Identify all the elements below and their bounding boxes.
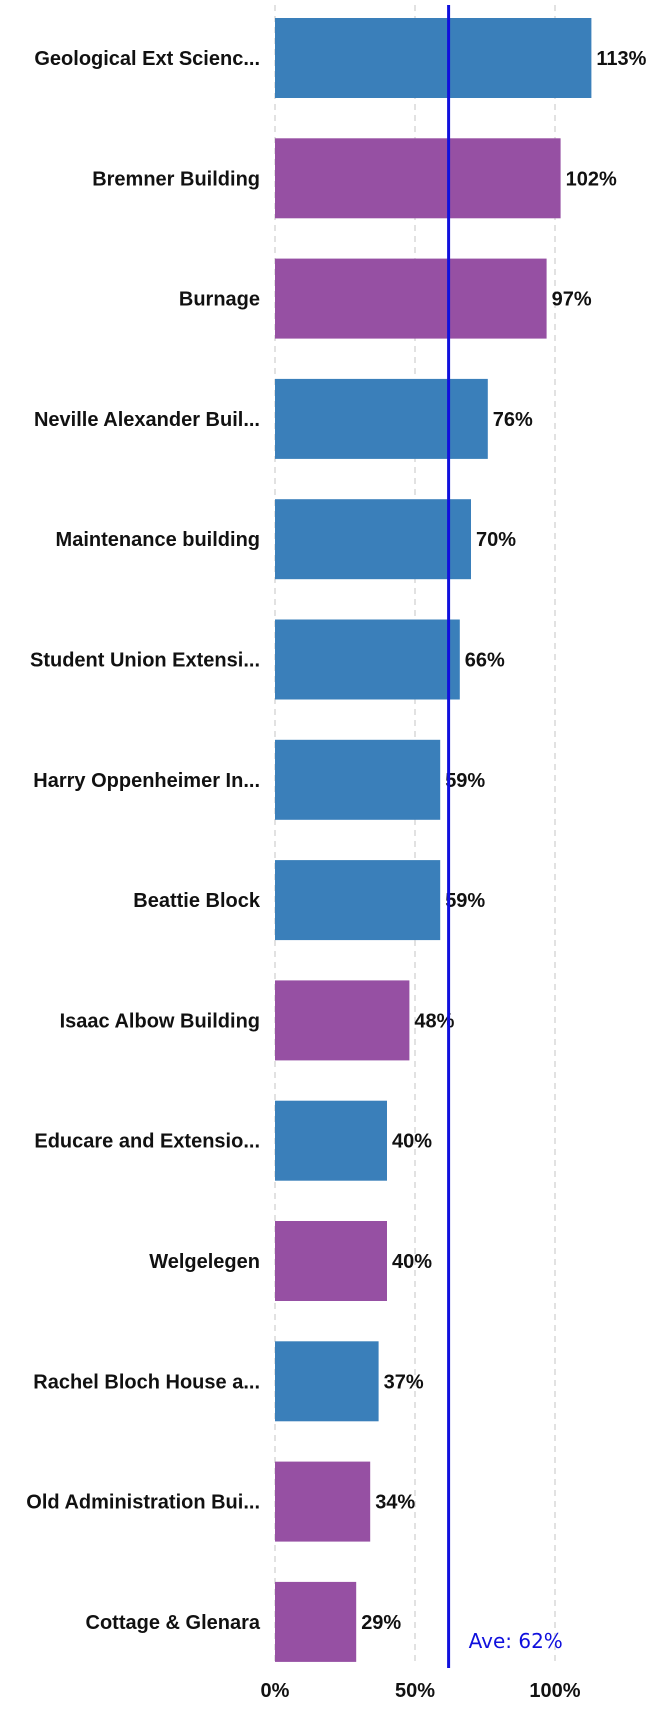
category-label: Beattie Block bbox=[133, 890, 261, 912]
bar bbox=[275, 378, 488, 459]
category-label: Burnage bbox=[179, 289, 260, 311]
value-label: 70% bbox=[476, 529, 516, 551]
x-axis-ticks: 0% 50% 100% bbox=[261, 1680, 581, 1702]
category-label: Student Union Extensi... bbox=[30, 650, 260, 672]
bar bbox=[275, 860, 441, 941]
value-label: 59% bbox=[445, 770, 485, 792]
category-labels: Geological Ext Scienc... Bremner Building… bbox=[26, 48, 261, 1634]
bar bbox=[275, 258, 547, 339]
value-label: 59% bbox=[445, 890, 485, 912]
category-label: Bremner Building bbox=[92, 168, 260, 190]
category-label: Educare and Extensio... bbox=[34, 1131, 260, 1153]
bar bbox=[275, 1341, 379, 1422]
bar bbox=[275, 1581, 357, 1662]
average-label: Ave: 62% bbox=[469, 1629, 563, 1653]
value-label: 29% bbox=[361, 1612, 401, 1634]
bar bbox=[275, 1221, 387, 1301]
category-label: Welgelegen bbox=[149, 1251, 260, 1273]
category-label: Neville Alexander Buil... bbox=[34, 409, 260, 431]
average-marker: Ave: 62% bbox=[447, 5, 563, 1668]
bar bbox=[275, 739, 441, 820]
x-tick-label: 100% bbox=[529, 1680, 580, 1702]
category-label: Rachel Bloch House a... bbox=[33, 1371, 260, 1393]
bar bbox=[275, 1461, 371, 1542]
value-label: 48% bbox=[414, 1010, 454, 1032]
category-label: Cottage & Glenara bbox=[86, 1612, 261, 1634]
value-label: 66% bbox=[465, 650, 505, 672]
x-tick-label: 0% bbox=[261, 1680, 290, 1702]
x-tick-label: 50% bbox=[395, 1680, 435, 1702]
category-label: Maintenance building bbox=[56, 529, 260, 551]
bar bbox=[275, 138, 561, 219]
category-label: Geological Ext Scienc... bbox=[34, 48, 260, 70]
value-label: 76% bbox=[493, 409, 533, 431]
value-label: 40% bbox=[392, 1131, 432, 1153]
category-label: Isaac Albow Building bbox=[60, 1010, 260, 1032]
value-label: 40% bbox=[392, 1251, 432, 1273]
bar bbox=[275, 619, 460, 700]
bar bbox=[275, 980, 410, 1061]
bars bbox=[275, 18, 592, 1662]
category-label: Harry Oppenheimer In... bbox=[33, 770, 260, 792]
bar bbox=[275, 499, 471, 580]
value-labels: 113% 102% 97% 76% 70% 66% 59% 59% 48% 40% 40% 37% 34… bbox=[361, 48, 646, 1634]
bar bbox=[275, 18, 592, 98]
value-label: 37% bbox=[384, 1371, 424, 1393]
category-label: Old Administration Bui... bbox=[26, 1492, 260, 1514]
value-label: 97% bbox=[552, 289, 592, 311]
value-label: 113% bbox=[596, 48, 646, 70]
value-label: 34% bbox=[375, 1492, 415, 1514]
bar bbox=[275, 1100, 387, 1181]
value-label: 102% bbox=[566, 168, 617, 190]
